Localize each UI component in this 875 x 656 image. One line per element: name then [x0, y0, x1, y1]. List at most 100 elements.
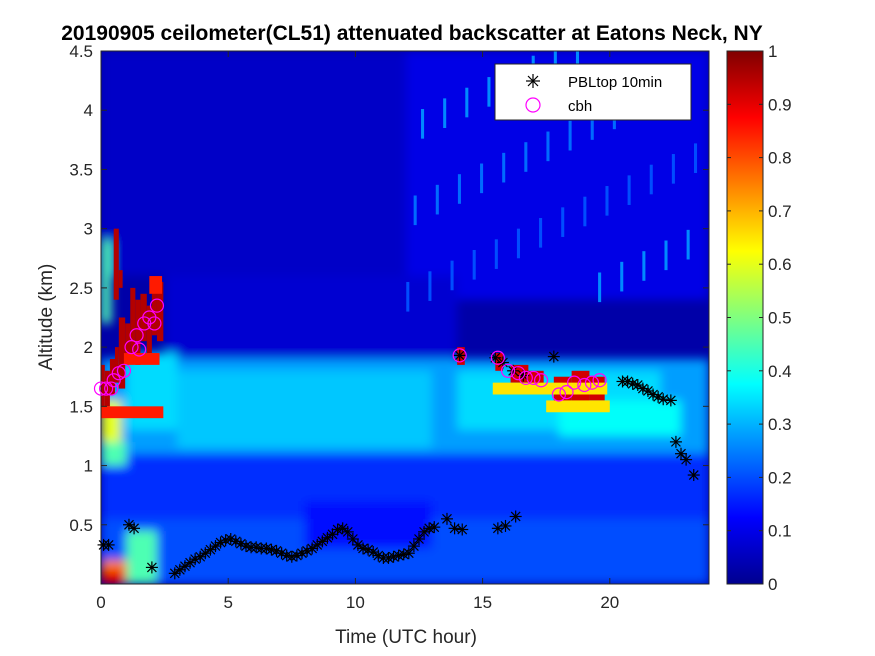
heatmap-streak: [575, 51, 580, 65]
heatmap-streak: [524, 142, 528, 172]
pbltop-point: [621, 375, 634, 388]
y-tick-label: 3: [84, 220, 93, 239]
cloud-patch-edge: [123, 353, 160, 365]
pbltop-point: [412, 532, 425, 545]
pbltop-point: [102, 538, 115, 551]
colorbar-ticks: 0 0.1 0.2 0.3 0.4 0.5 0.6 0.7 0.8 0.9 1: [727, 42, 792, 594]
colorbar-tick-label: 0.6: [768, 255, 792, 274]
pbltop-point: [290, 549, 303, 562]
x-tick-label: 10: [346, 593, 365, 612]
cbh-point: [534, 373, 549, 388]
pbltop-point: [453, 349, 466, 362]
y-axis: 0.5 1 1.5 2 2.5 3 3.5 4 4.5: [69, 42, 709, 535]
cbh-point: [559, 385, 574, 400]
pbltop-point: [295, 547, 308, 560]
pbltop-point: [402, 547, 415, 560]
cbh-point: [500, 363, 516, 378]
pbltop-point: [224, 532, 237, 545]
cloud-patch: [130, 287, 136, 354]
colorbar-tick-label: 0.3: [768, 415, 792, 434]
pbltop-point: [491, 522, 504, 535]
heatmap-cell: [101, 240, 112, 324]
pbltop-point: [664, 394, 677, 407]
cbh-point: [526, 370, 541, 386]
cloud-patch: [118, 270, 123, 288]
heatmap-streak: [539, 218, 543, 248]
heatmap-streak: [516, 228, 520, 259]
pbltop-point: [229, 535, 242, 548]
pbltop-point: [145, 561, 158, 574]
cloud-patch: [146, 305, 152, 354]
heatmap-streak: [480, 163, 484, 194]
colorbar-tick-label: 0.8: [768, 149, 792, 168]
legend-asterisk-icon: [526, 74, 540, 88]
heatmap-streak: [546, 131, 550, 162]
cloud-patch: [109, 358, 115, 395]
cbh-point: [132, 342, 147, 357]
cloud-patch: [114, 347, 119, 383]
cloud-patch: [118, 317, 126, 389]
cbh-point: [592, 373, 607, 388]
cbh-point: [577, 377, 592, 393]
heatmap-streak: [472, 249, 476, 280]
heatmap-streak: [457, 174, 461, 204]
heatmap-streak: [590, 110, 594, 140]
cbh-point: [104, 381, 119, 396]
pbltop-point: [341, 525, 354, 538]
cbh-point: [98, 381, 114, 396]
heatmap-streak: [421, 109, 425, 139]
pbltop-point: [407, 540, 420, 553]
heatmap-cell: [164, 276, 458, 359]
pbltop-point: [270, 544, 283, 557]
y-tick-label: 4.5: [69, 42, 93, 61]
cloud-patch-edge: [546, 400, 610, 413]
heatmap-streak: [487, 77, 491, 107]
heatmap-streak: [450, 260, 454, 291]
cbh-point: [93, 381, 109, 396]
heatmap-streak: [598, 272, 602, 303]
colorbar: [726, 50, 764, 585]
colorbar-tick-label: 0.2: [768, 468, 792, 487]
heatmap-streak: [494, 239, 498, 269]
pbltop-point: [448, 522, 461, 535]
pbltop-point: [499, 519, 512, 532]
x-tick-label: 15: [473, 593, 492, 612]
cbh-point: [147, 316, 162, 331]
cbh-point: [149, 298, 165, 313]
colorbar-tick-label: 0.1: [768, 522, 792, 541]
cloud-patch-edge: [149, 276, 163, 294]
heatmap-streak: [561, 207, 565, 237]
pbltop-point: [128, 522, 141, 535]
heatmap-streak: [465, 87, 469, 118]
pbltop-point: [234, 537, 247, 550]
pbltop-point: [680, 453, 693, 466]
cloud-patch: [135, 299, 141, 365]
pbltop-point: [372, 549, 385, 562]
pbltop-point: [189, 553, 202, 566]
y-axis-label: Altitude (km): [36, 264, 57, 371]
heatmap-streak: [428, 271, 432, 301]
legend-circle-icon: [525, 97, 541, 113]
pbltop-point: [301, 544, 314, 557]
y-tick-label: 3.5: [69, 160, 93, 179]
heatmap-cell: [177, 370, 432, 448]
heatmap-streak: [627, 175, 631, 205]
pbltop-point: [346, 532, 359, 545]
pbltop-point: [265, 543, 278, 556]
y-tick-label: 2.5: [69, 279, 93, 298]
heatmap-streak: [686, 229, 690, 260]
colorbar-tick-label: 0: [768, 575, 777, 594]
colorbar-tick-label: 1: [768, 42, 777, 61]
pbltop-point: [456, 523, 469, 536]
pbltop-point: [652, 390, 665, 403]
colorbar-tick-label: 0.5: [768, 309, 792, 328]
pbltop-point: [428, 521, 441, 534]
cloud-patch: [113, 228, 119, 300]
x-tick-label: 0: [96, 593, 105, 612]
pbltop-point: [647, 388, 660, 401]
heatmap-streak: [620, 261, 624, 292]
cbh-point: [518, 370, 533, 386]
pbltop-point: [636, 382, 649, 395]
cbh-point: [511, 366, 526, 381]
legend-label-pbltop: PBLtop 10min: [568, 74, 662, 91]
